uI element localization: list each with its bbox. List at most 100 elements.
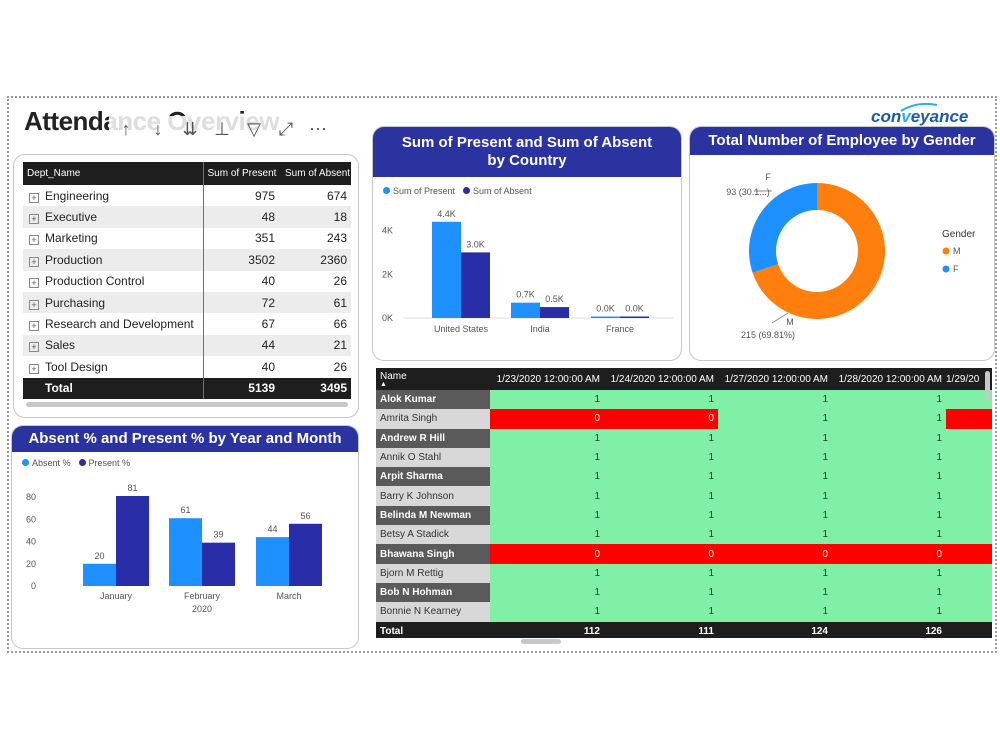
expand-plus-icon[interactable]: + bbox=[29, 235, 39, 246]
matrix-date-header[interactable]: 1/29/20 bbox=[946, 368, 992, 390]
attendance-cell: 1 bbox=[490, 447, 604, 468]
expand-plus-icon[interactable]: + bbox=[29, 214, 39, 225]
dept-name-cell: + Research and Development bbox=[23, 313, 203, 334]
legend-item-present[interactable]: Sum of Present bbox=[383, 186, 455, 196]
matrix-total-cell: 126 bbox=[832, 621, 946, 638]
bar-absent-[interactable] bbox=[169, 518, 202, 586]
bar-present-[interactable] bbox=[202, 542, 235, 586]
dept-name-cell: + Marketing bbox=[23, 228, 203, 249]
table-row[interactable]: + Engineering 975 674 bbox=[23, 185, 351, 207]
bar-sum-of-absent[interactable] bbox=[620, 316, 649, 319]
matrix-date-header[interactable]: 1/23/2020 12:00:00 AM bbox=[490, 368, 604, 390]
table-row[interactable]: + Executive 48 18 bbox=[23, 206, 351, 228]
matrix-date-header[interactable]: 1/28/2020 12:00:00 AM bbox=[832, 368, 946, 390]
matrix-row[interactable]: Bjorn M Rettig 1 1 1 1 bbox=[376, 563, 992, 583]
matrix-row[interactable]: Annik O Stahl 1 1 1 1 bbox=[376, 447, 992, 468]
legend-dot-m[interactable] bbox=[942, 247, 950, 255]
table-row[interactable]: + Purchasing 72 61 bbox=[23, 291, 351, 314]
donut-slice-f[interactable] bbox=[749, 183, 817, 273]
col-header-present[interactable]: Sum of Present bbox=[202, 162, 281, 185]
bar-sum-of-present[interactable] bbox=[432, 221, 461, 318]
matrix-horizontal-scrollbar[interactable] bbox=[521, 639, 561, 644]
arrow-down-icon[interactable]: ↓ bbox=[153, 118, 163, 139]
attendance-cell bbox=[946, 505, 992, 526]
donut-slice-m[interactable] bbox=[752, 183, 885, 319]
bar-sum-of-absent[interactable] bbox=[540, 307, 569, 318]
bar-absent-[interactable] bbox=[83, 563, 116, 586]
table-row[interactable]: + Sales 44 21 bbox=[23, 334, 351, 357]
matrix-vertical-scrollbar[interactable] bbox=[985, 371, 990, 401]
bar-sum-of-present[interactable] bbox=[511, 302, 540, 318]
slice-value-label: 215 (69.81%) bbox=[741, 330, 795, 340]
bar-present-[interactable] bbox=[116, 496, 149, 586]
matrix-total-label: Total bbox=[376, 621, 490, 638]
bar-sum-of-present[interactable] bbox=[591, 316, 620, 319]
bar-present-[interactable] bbox=[289, 523, 322, 586]
expand-plus-icon[interactable]: + bbox=[29, 278, 39, 289]
absent-cell: 2360 bbox=[281, 249, 351, 271]
data-label: 0.5K bbox=[545, 294, 564, 304]
sort-ascending-icon[interactable]: ▲ bbox=[380, 380, 387, 388]
x-tick-label: France bbox=[606, 324, 634, 334]
legend-item-absent[interactable]: Sum of Absent bbox=[463, 186, 532, 196]
table-row[interactable]: + Marketing 351 243 bbox=[23, 227, 351, 250]
matrix-row[interactable]: Arpit Sharma 1 1 1 1 bbox=[376, 467, 992, 487]
expand-plus-icon[interactable]: + bbox=[29, 256, 39, 267]
legend-item-present-pct[interactable]: Present % bbox=[78, 458, 130, 468]
bar-sum-of-absent[interactable] bbox=[461, 252, 490, 318]
filter-icon[interactable]: ▽ bbox=[247, 118, 261, 139]
legend-dot-f[interactable] bbox=[942, 265, 950, 273]
table-row[interactable]: + Research and Development 67 66 bbox=[23, 313, 351, 335]
employee-name-cell: Annik O Stahl bbox=[376, 447, 490, 468]
attendance-cell: 1 bbox=[718, 486, 832, 506]
matrix-row[interactable]: Betsy A Stadick 1 1 1 1 bbox=[376, 525, 992, 545]
attendance-cell: 1 bbox=[832, 582, 946, 603]
total-present: 5139 bbox=[202, 377, 281, 399]
matrix-row[interactable]: Amrita Singh 0 0 1 1 bbox=[376, 409, 992, 429]
expand-plus-icon[interactable]: + bbox=[29, 363, 39, 374]
more-options-icon[interactable]: ⋯ bbox=[309, 118, 327, 139]
attendance-matrix: Name ▲ 1/23/2020 12:00:00 AM 1/24/2020 12:0… bbox=[376, 368, 992, 638]
expand-plus-icon[interactable]: + bbox=[29, 299, 39, 310]
expand-plus-icon[interactable]: + bbox=[29, 192, 39, 203]
attendance-cell bbox=[946, 447, 992, 468]
matrix-date-header[interactable]: 1/24/2020 12:00:00 AM bbox=[604, 368, 718, 390]
absent-cell: 674 bbox=[326, 188, 347, 203]
attendance-cell: 1 bbox=[604, 525, 718, 545]
bar-absent-[interactable] bbox=[256, 537, 289, 586]
matrix-row[interactable]: Alok Kumar 1 1 1 1 bbox=[376, 390, 992, 410]
table-row[interactable]: + Production 3502 2360 bbox=[23, 249, 351, 271]
present-cell: 40 bbox=[202, 270, 281, 292]
col-header-absent[interactable]: Sum of Absent bbox=[281, 162, 351, 185]
matrix-row-header[interactable]: Name ▲ bbox=[376, 368, 490, 390]
expand-plus-icon[interactable]: + bbox=[29, 321, 39, 332]
matrix-row[interactable]: Bhawana Singh 0 0 0 0 bbox=[376, 544, 992, 564]
drill-down-all-icon[interactable]: ⇊ bbox=[182, 118, 198, 139]
focus-mode-icon[interactable]: ⤢ bbox=[278, 118, 294, 139]
table-row[interactable]: + Tool Design 40 26 bbox=[23, 356, 351, 378]
present-cell: 67 bbox=[202, 313, 281, 335]
matrix-row[interactable]: Barry K Johnson 1 1 1 1 bbox=[376, 486, 992, 506]
x-tick-label: United States bbox=[434, 324, 489, 334]
matrix-row[interactable]: Belinda M Newman 1 1 1 1 bbox=[376, 505, 992, 526]
matrix-row[interactable]: Bob N Hohman 1 1 1 1 bbox=[376, 582, 992, 603]
arrow-up-icon[interactable]: ↑ bbox=[121, 118, 131, 139]
attendance-cell: 0 bbox=[490, 544, 604, 564]
matrix-row[interactable]: Bonnie N Kearney 1 1 1 1 bbox=[376, 602, 992, 622]
expand-plus-icon[interactable]: + bbox=[29, 342, 39, 353]
present-cell: 3502 bbox=[202, 249, 281, 271]
horizontal-scrollbar[interactable] bbox=[26, 402, 348, 407]
data-label: 0.7K bbox=[516, 290, 535, 300]
legend-item-absent-pct[interactable]: Absent % bbox=[22, 458, 71, 468]
gender-chart-card: Total Number of Employee by Gender F 93 (… bbox=[689, 126, 995, 361]
col-header-dept[interactable]: Dept_Name bbox=[23, 162, 203, 185]
attendance-cell: 1 bbox=[604, 428, 718, 448]
matrix-row[interactable]: Andrew R Hill 1 1 1 1 bbox=[376, 428, 992, 448]
attendance-cell bbox=[946, 544, 992, 564]
absent-cell: 66 bbox=[333, 317, 347, 332]
logo-swoosh-icon bbox=[900, 102, 938, 112]
table-row[interactable]: + Production Control 40 26 bbox=[23, 270, 351, 292]
matrix-date-header[interactable]: 1/27/2020 12:00:00 AM bbox=[718, 368, 832, 390]
expand-hierarchy-icon[interactable]: ⊥ bbox=[214, 118, 230, 139]
employee-name-cell: Amrita Singh bbox=[376, 409, 490, 429]
